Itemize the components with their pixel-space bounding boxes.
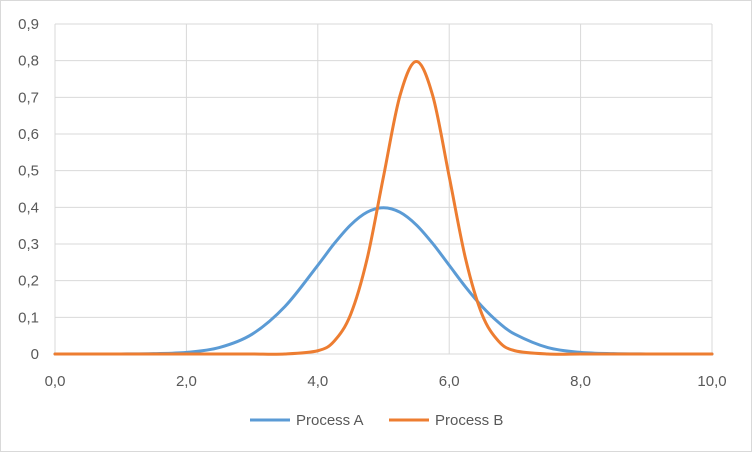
y-tick-label: 0,9 xyxy=(18,16,39,33)
y-tick-label: 0,4 xyxy=(18,199,39,216)
x-tick-label: 2,0 xyxy=(176,373,197,390)
legend: Process A Process B xyxy=(250,412,503,429)
x-tick-label: 10,0 xyxy=(697,373,726,390)
series-line-process-a xyxy=(53,206,714,356)
y-tick-label: 0,8 xyxy=(18,53,39,70)
y-tick-label: 0,1 xyxy=(18,309,39,326)
x-tick-label: 8,0 xyxy=(570,373,591,390)
y-tick-label: 0 xyxy=(31,346,39,363)
gridlines xyxy=(54,23,713,355)
y-tick-label: 0,3 xyxy=(18,236,39,253)
x-tick-label: 6,0 xyxy=(439,373,460,390)
y-tick-label: 0,6 xyxy=(18,126,39,143)
legend-label: Process B xyxy=(435,412,503,429)
series-lines xyxy=(53,59,714,356)
y-tick-label: 0,7 xyxy=(18,89,39,106)
y-axis-tick-labels: 0 0,1 0,2 0,3 0,4 0,5 0,6 0,7 0,8 0,9 xyxy=(18,16,39,363)
y-tick-label: 0,2 xyxy=(18,273,39,290)
legend-label: Process A xyxy=(296,412,364,429)
x-axis-tick-labels: 0,0 2,0 4,0 6,0 8,0 10,0 xyxy=(45,373,727,390)
series-line-process-b xyxy=(53,59,714,356)
y-tick-label: 0,5 xyxy=(18,163,39,180)
x-tick-label: 0,0 xyxy=(45,373,66,390)
x-tick-label: 4,0 xyxy=(307,373,328,390)
